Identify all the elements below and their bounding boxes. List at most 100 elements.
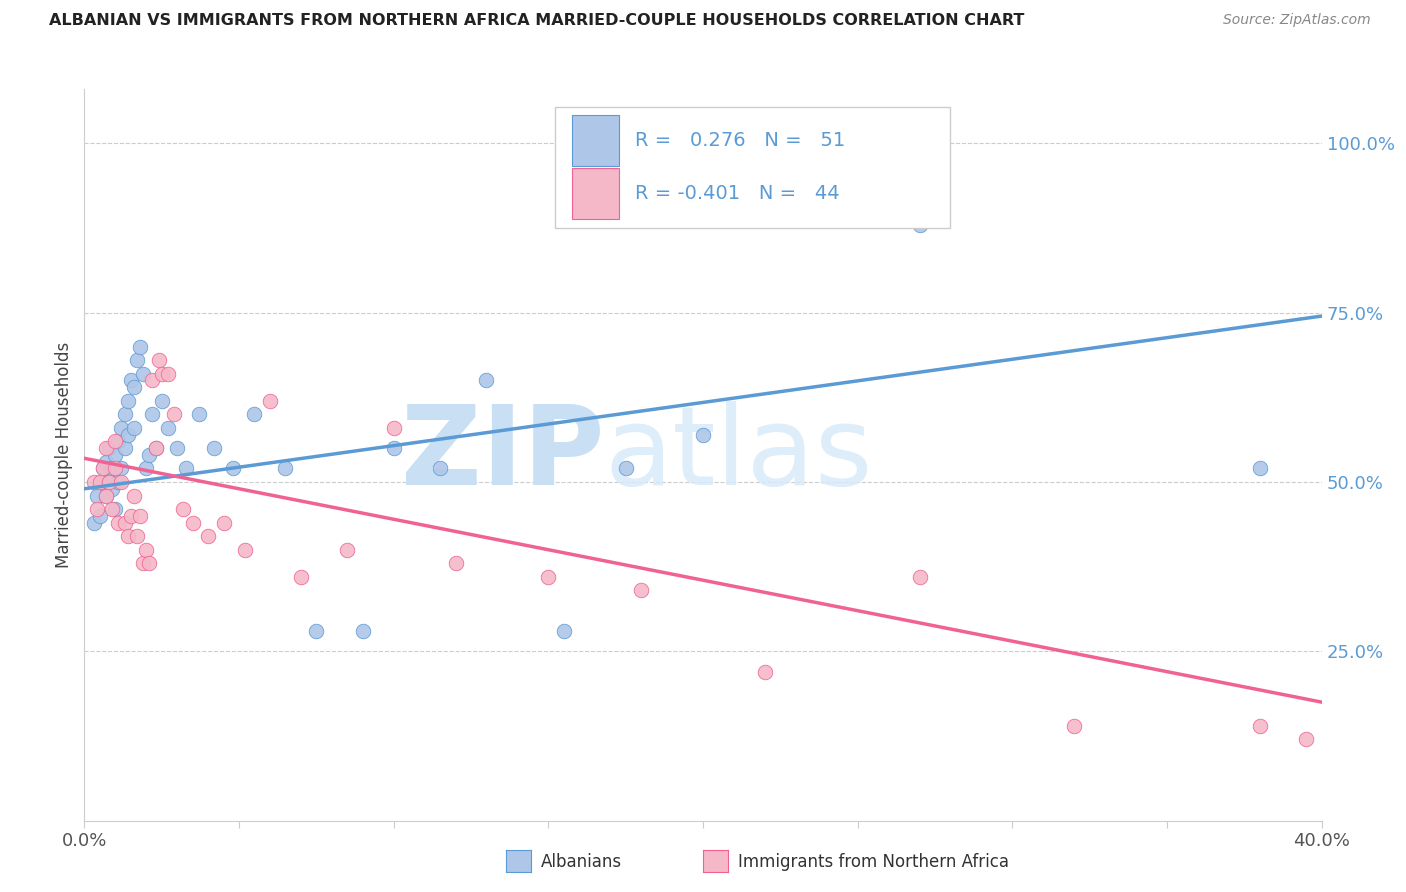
Point bbox=[444, 556, 467, 570]
Point bbox=[222, 461, 245, 475]
Point bbox=[101, 461, 124, 475]
Text: R =   0.276   N =   51: R = 0.276 N = 51 bbox=[636, 131, 845, 150]
Point bbox=[166, 441, 188, 455]
Point bbox=[117, 427, 139, 442]
Point bbox=[754, 665, 776, 679]
FancyBboxPatch shape bbox=[554, 108, 950, 228]
Point bbox=[94, 441, 117, 455]
Point bbox=[129, 340, 152, 354]
Point bbox=[98, 475, 121, 489]
Point bbox=[91, 461, 114, 475]
Point bbox=[122, 380, 145, 394]
Point bbox=[172, 502, 194, 516]
Point bbox=[135, 461, 157, 475]
Point bbox=[259, 393, 281, 408]
Point bbox=[243, 407, 266, 421]
Point bbox=[94, 489, 117, 503]
Point bbox=[129, 508, 152, 523]
Point bbox=[141, 373, 163, 387]
Point bbox=[107, 475, 129, 489]
Point bbox=[125, 353, 148, 368]
Point bbox=[135, 542, 157, 557]
Point bbox=[145, 441, 167, 455]
Point bbox=[150, 393, 173, 408]
Point bbox=[110, 421, 132, 435]
Point bbox=[150, 367, 173, 381]
FancyBboxPatch shape bbox=[572, 115, 619, 166]
Point bbox=[352, 624, 374, 638]
Point bbox=[89, 475, 111, 489]
Point bbox=[94, 455, 117, 469]
Point bbox=[233, 542, 256, 557]
Point bbox=[110, 475, 132, 489]
Point bbox=[156, 367, 179, 381]
Point bbox=[537, 570, 560, 584]
Point bbox=[107, 434, 129, 449]
Point bbox=[104, 434, 127, 449]
Point bbox=[104, 502, 127, 516]
Point bbox=[132, 556, 155, 570]
Point bbox=[382, 421, 405, 435]
Point bbox=[382, 441, 405, 455]
Point bbox=[114, 407, 136, 421]
Point bbox=[692, 427, 714, 442]
Point bbox=[114, 441, 136, 455]
Point bbox=[181, 516, 204, 530]
Text: R = -0.401   N =   44: R = -0.401 N = 44 bbox=[636, 184, 839, 202]
Y-axis label: Married-couple Households: Married-couple Households bbox=[55, 342, 73, 568]
Point bbox=[908, 218, 931, 232]
Point bbox=[94, 489, 117, 503]
Point bbox=[1063, 719, 1085, 733]
Point bbox=[101, 502, 124, 516]
Point bbox=[305, 624, 328, 638]
Point bbox=[141, 407, 163, 421]
Point bbox=[91, 475, 114, 489]
Point bbox=[104, 461, 127, 475]
Point bbox=[83, 475, 105, 489]
Point bbox=[187, 407, 209, 421]
Point bbox=[132, 367, 155, 381]
Point bbox=[110, 461, 132, 475]
Point bbox=[176, 461, 198, 475]
Point bbox=[202, 441, 225, 455]
Point bbox=[125, 529, 148, 543]
Point bbox=[163, 407, 186, 421]
Text: Source: ZipAtlas.com: Source: ZipAtlas.com bbox=[1223, 13, 1371, 28]
Point bbox=[114, 516, 136, 530]
Point bbox=[104, 448, 127, 462]
Point bbox=[148, 353, 170, 368]
Text: atlas: atlas bbox=[605, 401, 873, 508]
Point bbox=[101, 482, 124, 496]
Text: ALBANIAN VS IMMIGRANTS FROM NORTHERN AFRICA MARRIED-COUPLE HOUSEHOLDS CORRELATIO: ALBANIAN VS IMMIGRANTS FROM NORTHERN AFR… bbox=[49, 13, 1025, 29]
Point bbox=[156, 421, 179, 435]
Point bbox=[212, 516, 235, 530]
Point bbox=[120, 373, 142, 387]
Point bbox=[197, 529, 219, 543]
Point bbox=[1295, 732, 1317, 747]
Point bbox=[336, 542, 359, 557]
Text: Albanians: Albanians bbox=[541, 853, 623, 871]
Point bbox=[908, 570, 931, 584]
Text: ZIP: ZIP bbox=[401, 401, 605, 508]
Point bbox=[98, 475, 121, 489]
Point bbox=[117, 529, 139, 543]
Point bbox=[145, 441, 167, 455]
Point bbox=[553, 624, 575, 638]
Point bbox=[274, 461, 297, 475]
Point bbox=[86, 502, 108, 516]
Point bbox=[630, 583, 652, 598]
Point bbox=[86, 489, 108, 503]
Point bbox=[1249, 719, 1271, 733]
Point bbox=[614, 461, 637, 475]
Point bbox=[122, 421, 145, 435]
Point bbox=[475, 373, 498, 387]
Point bbox=[117, 393, 139, 408]
Point bbox=[89, 508, 111, 523]
Point bbox=[91, 461, 114, 475]
Text: Immigrants from Northern Africa: Immigrants from Northern Africa bbox=[738, 853, 1010, 871]
Point bbox=[290, 570, 312, 584]
FancyBboxPatch shape bbox=[572, 169, 619, 219]
Point bbox=[429, 461, 451, 475]
Point bbox=[120, 508, 142, 523]
Point bbox=[98, 441, 121, 455]
